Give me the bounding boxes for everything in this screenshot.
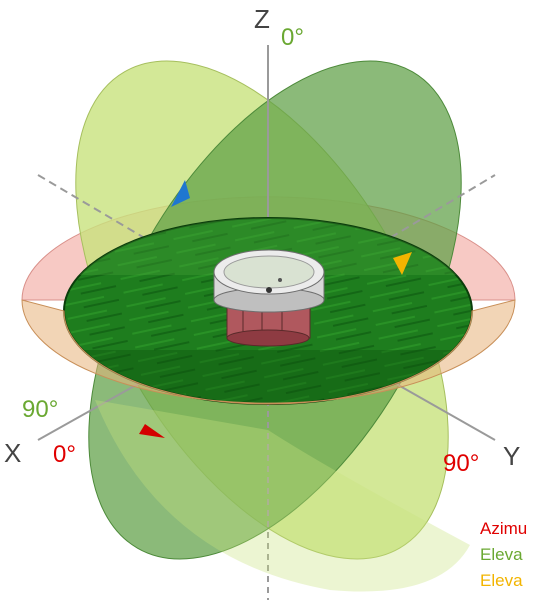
z-zero-degree-label: 0° [281,24,304,51]
blue-arrow [171,180,190,207]
antenna-device [213,249,325,347]
x-axis-label: X [4,438,22,468]
legend-elevation-green: Eleva [480,545,523,564]
red-arrow [139,424,165,438]
z-axis-label: Z [254,4,270,34]
x-zero-degree-label: 0° [53,441,76,468]
legend-elevation-orange: Eleva [480,571,523,590]
orange-arrow [393,252,412,275]
elevation-lower-overlay [95,400,470,592]
azimuth-plane-front [21,299,516,405]
x-ninety-degree-label: 90° [22,396,59,423]
y-ninety-degree-label: 90° [443,450,480,477]
y-axis-label: Y [503,441,521,471]
legend-azimuth: Azimu [480,519,528,538]
